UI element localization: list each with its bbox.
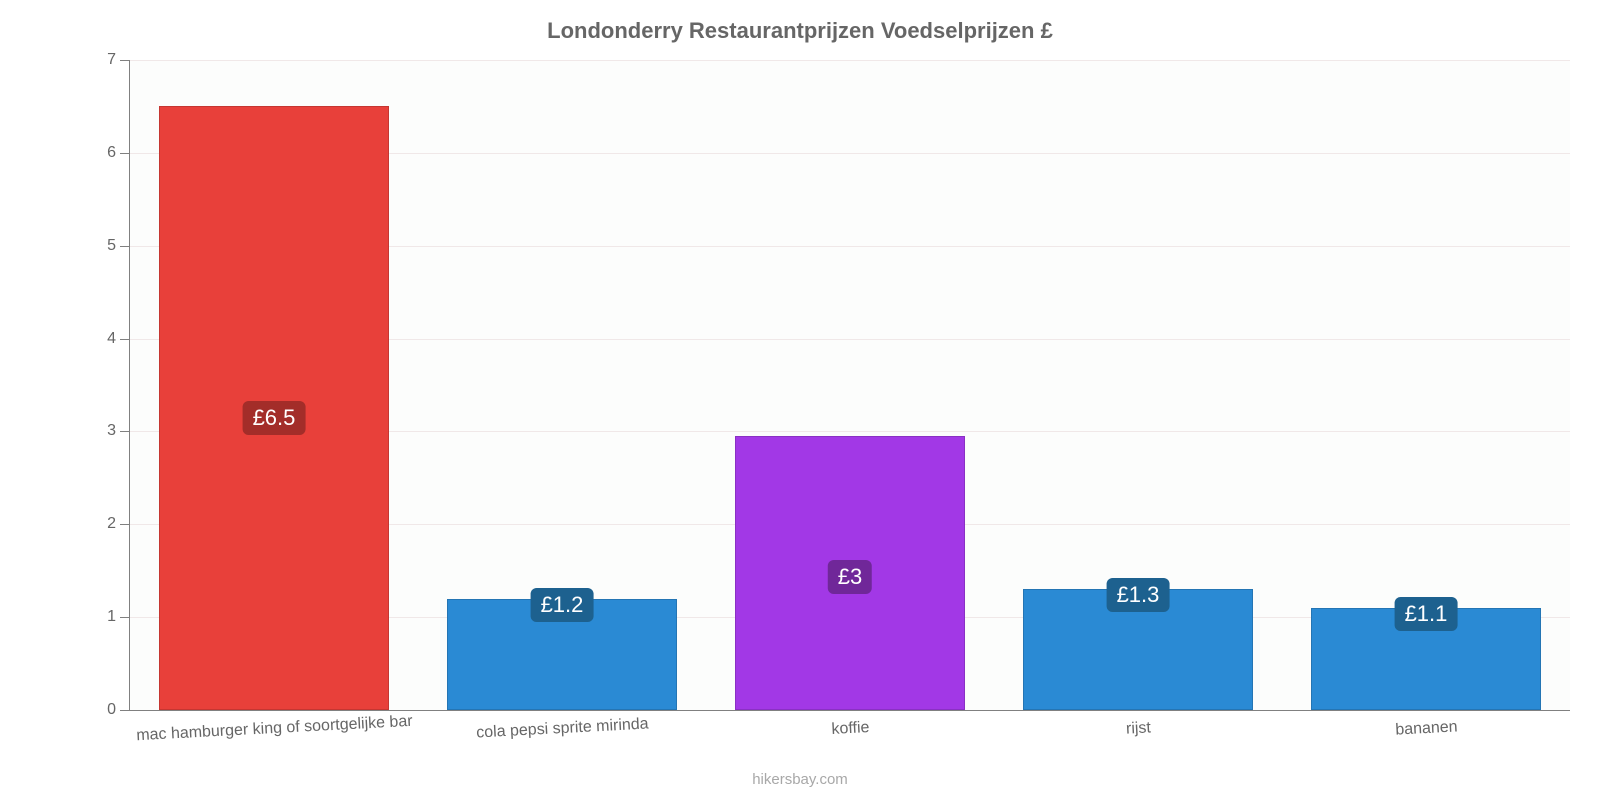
y-tick <box>120 60 130 61</box>
y-tick <box>120 246 130 247</box>
y-tick-label: 2 <box>107 515 116 533</box>
bar: £1.2 <box>447 599 677 710</box>
y-tick-label: 6 <box>107 144 116 162</box>
bar-value-badge: £3 <box>828 560 872 594</box>
y-tick <box>120 431 130 432</box>
bar: £1.1 <box>1311 608 1541 710</box>
y-tick <box>120 153 130 154</box>
x-tick-label: cola pepsi sprite mirinda <box>476 715 649 742</box>
grid-line <box>130 60 1570 61</box>
chart-title: Londonderry Restaurantprijzen Voedselpri… <box>0 18 1600 44</box>
chart-container: Londonderry Restaurantprijzen Voedselpri… <box>0 0 1600 800</box>
bar: £3 <box>735 436 965 710</box>
y-tick-label: 1 <box>107 608 116 626</box>
x-tick-label: koffie <box>831 719 870 739</box>
y-tick <box>120 710 130 711</box>
y-tick <box>120 339 130 340</box>
y-tick-label: 3 <box>107 422 116 440</box>
bar-value-badge: £1.1 <box>1395 597 1458 631</box>
x-tick-label: mac hamburger king of soortgelijke bar <box>136 713 413 745</box>
bar: £6.5 <box>159 106 389 710</box>
plot-area: 01234567£6.5mac hamburger king of soortg… <box>130 60 1570 710</box>
y-tick <box>120 524 130 525</box>
y-tick-label: 7 <box>107 51 116 69</box>
y-axis <box>129 60 130 710</box>
y-tick-label: 4 <box>107 330 116 348</box>
bar-value-badge: £6.5 <box>243 401 306 435</box>
x-tick-label: bananen <box>1395 718 1458 739</box>
x-axis <box>130 710 1570 711</box>
bar-value-badge: £1.3 <box>1107 578 1170 612</box>
y-tick-label: 0 <box>107 701 116 719</box>
bar-value-badge: £1.2 <box>531 588 594 622</box>
attribution-text: hikersbay.com <box>0 771 1600 788</box>
x-tick-label: rijst <box>1126 719 1152 738</box>
y-tick <box>120 617 130 618</box>
bar: £1.3 <box>1023 589 1253 710</box>
y-tick-label: 5 <box>107 237 116 255</box>
